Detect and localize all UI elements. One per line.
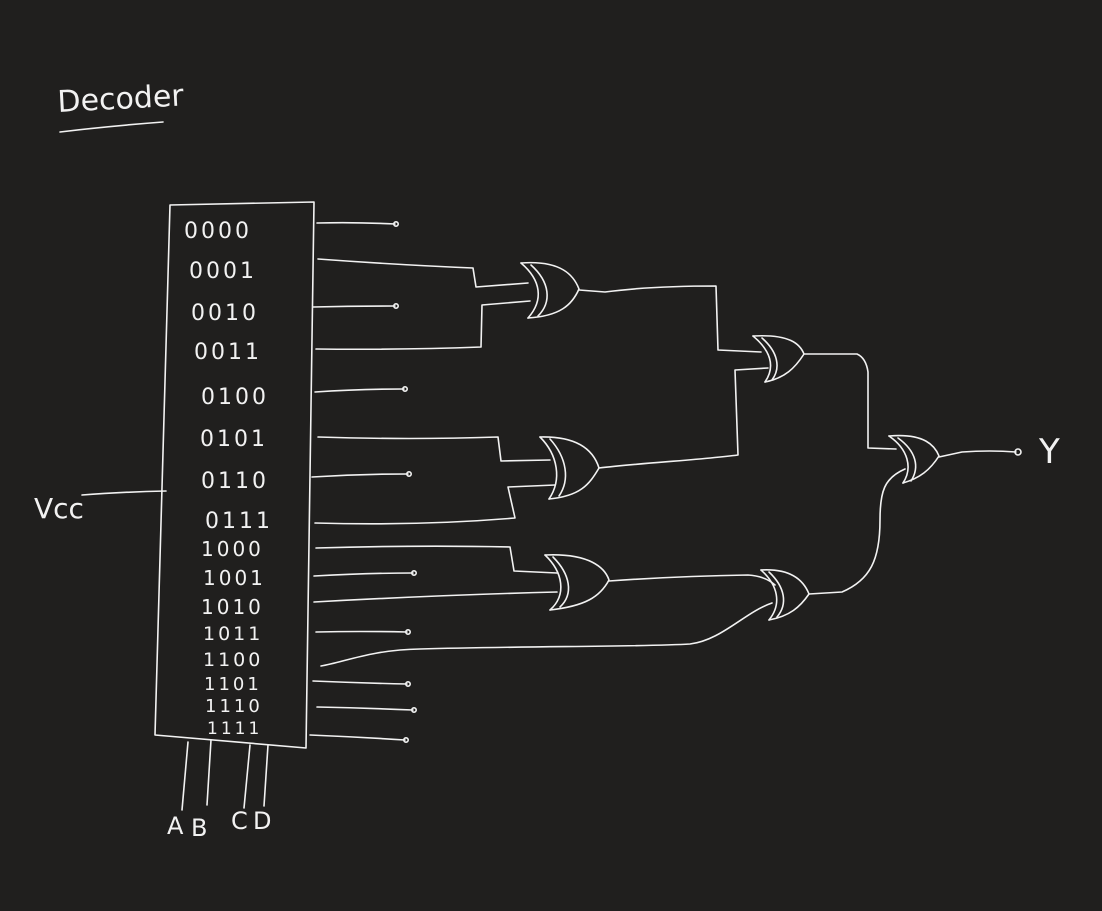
select-line-c — [243, 744, 251, 809]
select-line-b — [206, 739, 212, 806]
decoder-output-labels: 0000 0001 0010 0011 0100 0101 0110 0111 1000 1001… — [184, 219, 273, 739]
output-label: Y — [1038, 432, 1060, 472]
terminal-out-0000 — [392, 221, 399, 228]
or-gate-6 — [888, 434, 940, 484]
or-gate-1 — [520, 261, 580, 319]
select-line-a — [181, 741, 189, 811]
wire-gate1-to-gate4 — [578, 285, 762, 353]
decoder-output-label: 0010 — [191, 301, 259, 326]
terminal-out-0010 — [392, 302, 399, 309]
or-gate-4 — [752, 334, 805, 383]
wire-out-1010 — [313, 591, 558, 603]
decoder-output-label: 1000 — [201, 537, 264, 561]
terminal-out-0110 — [405, 470, 412, 477]
select-line-d — [263, 744, 269, 807]
decoder-output-label: 0001 — [189, 259, 257, 284]
wire-out-0000 — [316, 221, 396, 225]
wire-gate4-to-gate6 — [803, 353, 897, 450]
decoder-box — [154, 201, 315, 749]
or-gate-3 — [544, 554, 610, 611]
decoder-output-label: 0110 — [201, 469, 269, 494]
wire-out-1111 — [309, 734, 406, 741]
wire-out-1101 — [312, 680, 408, 685]
decoder-output-label: 1010 — [201, 595, 264, 619]
decoder-output-label: 0101 — [200, 427, 268, 452]
decoder-output-label: 0111 — [205, 509, 273, 534]
wire-out-0100 — [314, 388, 405, 393]
or-gate-2 — [539, 436, 600, 500]
wire-out-0111 — [314, 484, 556, 525]
supply-label: Vcc — [34, 492, 84, 525]
decoder-output-label: 1011 — [203, 623, 263, 645]
terminal-out-1110 — [410, 706, 417, 713]
supply-wire — [81, 490, 167, 496]
wire-out-0010 — [312, 305, 396, 308]
wire-out-1110 — [316, 706, 414, 711]
decoder-output-label: 1110 — [205, 696, 263, 717]
decoder-output-wires — [309, 221, 773, 743]
select-input-label-a: A — [167, 812, 184, 840]
wire-out-1001 — [313, 572, 414, 577]
terminal-out-1001 — [410, 569, 417, 576]
wire-out-1011 — [315, 630, 408, 633]
decoder-output-label: 0000 — [184, 219, 252, 244]
select-input-label-b: B — [191, 814, 207, 842]
decoder-output-label: 1100 — [203, 649, 263, 671]
or-gate-5 — [760, 569, 810, 621]
wire-gate6-output — [938, 450, 1017, 458]
wire-gate5-to-gate6 — [808, 468, 906, 595]
select-input-label-c: C — [231, 807, 248, 835]
decoder-output-label: 0100 — [201, 385, 269, 410]
terminal-out-1101 — [404, 680, 411, 687]
diagram-title: Decoder — [57, 78, 186, 120]
decoder-output-label: 0011 — [194, 340, 262, 365]
select-input-label-d: D — [253, 807, 271, 835]
title-underline — [59, 121, 164, 133]
terminal-out-0100 — [401, 385, 408, 392]
output-terminal — [1014, 448, 1022, 456]
decoder-output-label: 1111 — [207, 719, 262, 739]
terminal-out-1011 — [404, 628, 411, 635]
wire-gate3-to-gate5 — [608, 574, 776, 586]
wire-gate2-to-gate4 — [598, 367, 769, 469]
wire-out-0110 — [311, 473, 409, 478]
decoder-output-label: 1101 — [204, 674, 262, 695]
wire-out-1000 — [315, 545, 558, 574]
wire-out-0101 — [317, 436, 551, 462]
wire-out-0011 — [315, 300, 531, 351]
gate-wiring — [578, 285, 1022, 595]
terminal-out-1111 — [402, 736, 409, 743]
wire-out-0001 — [317, 258, 529, 288]
wire-out-1100 — [320, 602, 773, 667]
decoder-output-label: 1001 — [203, 566, 266, 590]
